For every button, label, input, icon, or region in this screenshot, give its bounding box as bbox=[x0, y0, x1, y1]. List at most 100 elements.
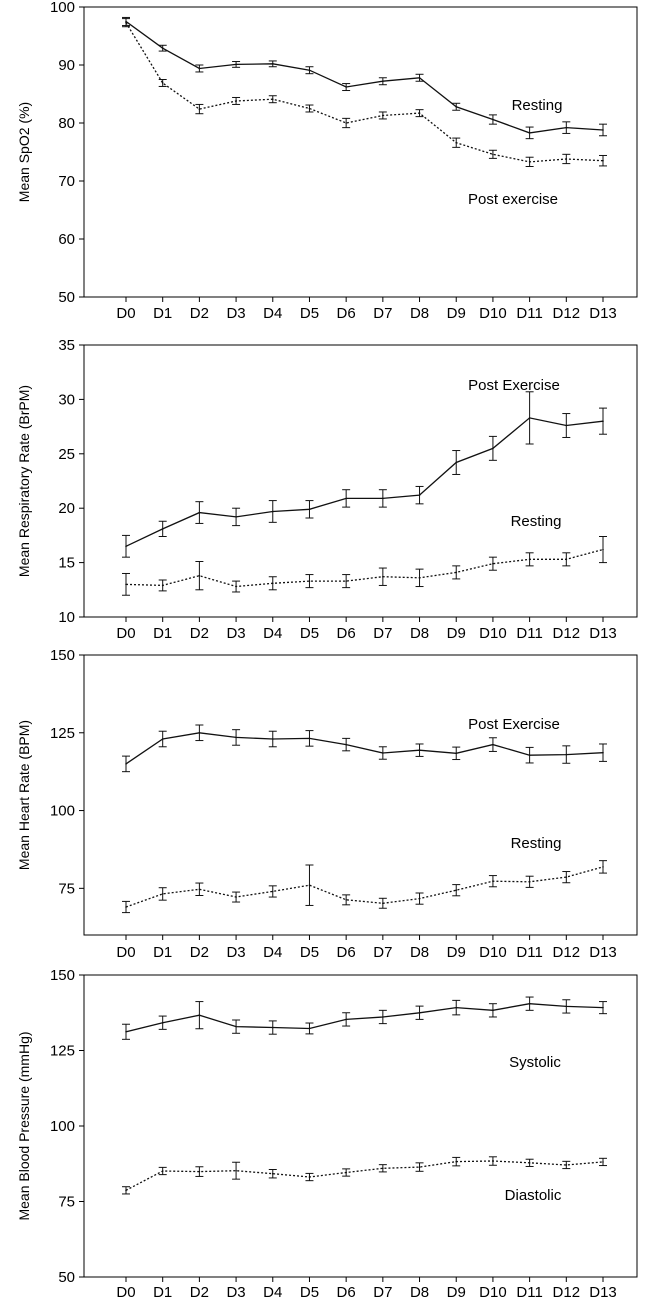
data-point bbox=[235, 896, 237, 898]
x-tick-label: D3 bbox=[226, 625, 245, 642]
data-point bbox=[382, 1167, 384, 1170]
data-point bbox=[271, 63, 274, 65]
x-tick-label: D11 bbox=[516, 944, 542, 961]
data-point bbox=[455, 1160, 458, 1163]
x-tick-label: D11 bbox=[516, 1284, 542, 1301]
data-point bbox=[161, 584, 164, 587]
x-tick-label: D6 bbox=[337, 625, 356, 642]
y-tick-label: 100 bbox=[50, 0, 75, 16]
data-point bbox=[455, 1006, 458, 1009]
data-point bbox=[308, 69, 311, 72]
data-point bbox=[198, 67, 201, 70]
plot-frame bbox=[83, 974, 638, 1278]
plot-frame bbox=[83, 654, 638, 936]
x-tick-label: D1 bbox=[153, 625, 172, 642]
x-tick-label: D2 bbox=[190, 625, 209, 642]
data-point bbox=[125, 545, 127, 548]
x-tick-label: D11 bbox=[516, 305, 542, 322]
x-tick-label: D1 bbox=[153, 1284, 172, 1301]
x-tick-label: D13 bbox=[589, 305, 617, 322]
x-tick-label: D2 bbox=[190, 944, 209, 961]
data-point bbox=[308, 1176, 311, 1178]
y-tick-label: 35 bbox=[58, 337, 75, 354]
data-point bbox=[455, 141, 458, 144]
data-point bbox=[345, 497, 347, 500]
series-post-exercise bbox=[122, 391, 607, 558]
x-tick-label: D9 bbox=[447, 625, 466, 642]
series-annotation: Resting bbox=[512, 97, 563, 114]
data-point bbox=[235, 1169, 237, 1172]
data-point bbox=[455, 889, 458, 891]
x-tick-label: D9 bbox=[447, 944, 466, 961]
y-tick-label: 25 bbox=[58, 446, 75, 463]
x-tick-label: D6 bbox=[337, 944, 356, 961]
x-tick-label: D13 bbox=[589, 1284, 617, 1301]
x-tick-label: D0 bbox=[116, 625, 135, 642]
x-tick-label: D8 bbox=[410, 1284, 429, 1301]
data-point bbox=[161, 1170, 164, 1172]
x-tick-label: D10 bbox=[479, 1284, 507, 1301]
series-annotation: Resting bbox=[511, 513, 562, 530]
series-post-exercise bbox=[122, 724, 607, 773]
x-tick-label: D7 bbox=[373, 625, 392, 642]
data-point bbox=[382, 1016, 384, 1018]
data-point bbox=[418, 112, 421, 114]
data-point bbox=[602, 866, 604, 868]
y-tick-label: 125 bbox=[50, 1043, 75, 1060]
data-point bbox=[418, 76, 421, 79]
x-tick-label: D0 bbox=[116, 305, 135, 322]
y-tick-label: 50 bbox=[58, 289, 75, 306]
y-tick-label: 80 bbox=[58, 115, 75, 132]
x-tick-label: D5 bbox=[300, 944, 319, 961]
data-point bbox=[565, 558, 568, 561]
x-tick-label: D4 bbox=[263, 1284, 282, 1301]
data-point bbox=[382, 902, 384, 905]
y-tick-label: 30 bbox=[58, 391, 75, 408]
data-point bbox=[308, 737, 311, 740]
data-point bbox=[345, 580, 347, 582]
data-point bbox=[198, 1170, 201, 1173]
data-point bbox=[271, 1172, 274, 1175]
data-point bbox=[418, 494, 421, 496]
plot-frame bbox=[83, 6, 638, 298]
y-tick-label: 20 bbox=[58, 500, 75, 517]
x-tick-label: D12 bbox=[553, 944, 581, 961]
series-line bbox=[125, 732, 604, 765]
x-tick-label: D4 bbox=[263, 625, 282, 642]
data-point bbox=[161, 1021, 164, 1024]
data-point bbox=[492, 447, 494, 450]
x-tick-label: D3 bbox=[226, 1284, 245, 1301]
x-tick-label: D11 bbox=[516, 625, 542, 642]
data-point bbox=[198, 731, 201, 734]
data-point bbox=[125, 1189, 127, 1192]
y-tick-label: 125 bbox=[50, 725, 75, 742]
data-point bbox=[271, 510, 274, 513]
series-systolic bbox=[122, 996, 607, 1040]
x-tick-label: D5 bbox=[300, 625, 319, 642]
x-tick-label: D12 bbox=[553, 1284, 581, 1301]
data-point bbox=[492, 562, 494, 565]
y-tick-label: 50 bbox=[58, 1269, 75, 1286]
chart-panel-1: 50 60 70 80 90 100 D0 D1 D2 D3 D4 D5 D6 D7 D8 D9 D10 D11 D… bbox=[16, 0, 638, 322]
data-point bbox=[161, 528, 164, 530]
data-point bbox=[602, 129, 604, 131]
data-point bbox=[565, 1164, 568, 1166]
data-point bbox=[198, 574, 201, 577]
data-point bbox=[125, 21, 127, 24]
y-tick-label: 75 bbox=[58, 1194, 75, 1211]
x-tick-label: D8 bbox=[410, 625, 429, 642]
plot-frame bbox=[83, 344, 638, 618]
x-tick-label: D3 bbox=[226, 944, 245, 961]
data-point bbox=[528, 754, 531, 756]
x-tick-label: D8 bbox=[410, 305, 429, 322]
data-point bbox=[198, 108, 201, 110]
y-tick-label: 100 bbox=[50, 1118, 75, 1135]
series-annotation: Systolic bbox=[509, 1054, 561, 1071]
data-point bbox=[418, 1011, 421, 1014]
data-point bbox=[308, 580, 311, 582]
x-tick-label: D8 bbox=[410, 944, 429, 961]
data-point bbox=[125, 906, 127, 908]
data-point bbox=[418, 897, 421, 900]
data-point bbox=[492, 880, 494, 882]
